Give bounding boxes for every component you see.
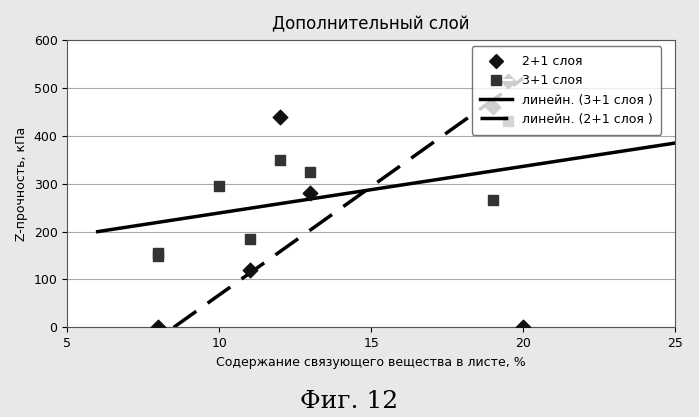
- Title: Дополнительный слой: Дополнительный слой: [273, 15, 470, 33]
- Point: [275, 113, 286, 120]
- Point: [153, 324, 164, 331]
- Point: [503, 118, 514, 125]
- Point: [305, 168, 316, 175]
- Point: [214, 183, 225, 189]
- Point: [517, 324, 528, 331]
- Point: [487, 104, 498, 111]
- Point: [153, 250, 164, 256]
- Point: [305, 190, 316, 197]
- Point: [244, 236, 255, 242]
- Point: [275, 156, 286, 163]
- Point: [244, 266, 255, 273]
- X-axis label: Содержание связующего вещества в листе, %: Содержание связующего вещества в листе, …: [216, 356, 526, 369]
- Point: [503, 78, 514, 84]
- Point: [487, 197, 498, 204]
- Text: Фиг. 12: Фиг. 12: [301, 390, 398, 413]
- Point: [153, 252, 164, 259]
- Legend: 2+1 слоя, 3+1 слоя, линейн. (3+1 слоя ), линейн. (2+1 слоя ): 2+1 слоя, 3+1 слоя, линейн. (3+1 слоя ),…: [472, 46, 661, 135]
- Y-axis label: Z-прочность, кПа: Z-прочность, кПа: [15, 127, 28, 241]
